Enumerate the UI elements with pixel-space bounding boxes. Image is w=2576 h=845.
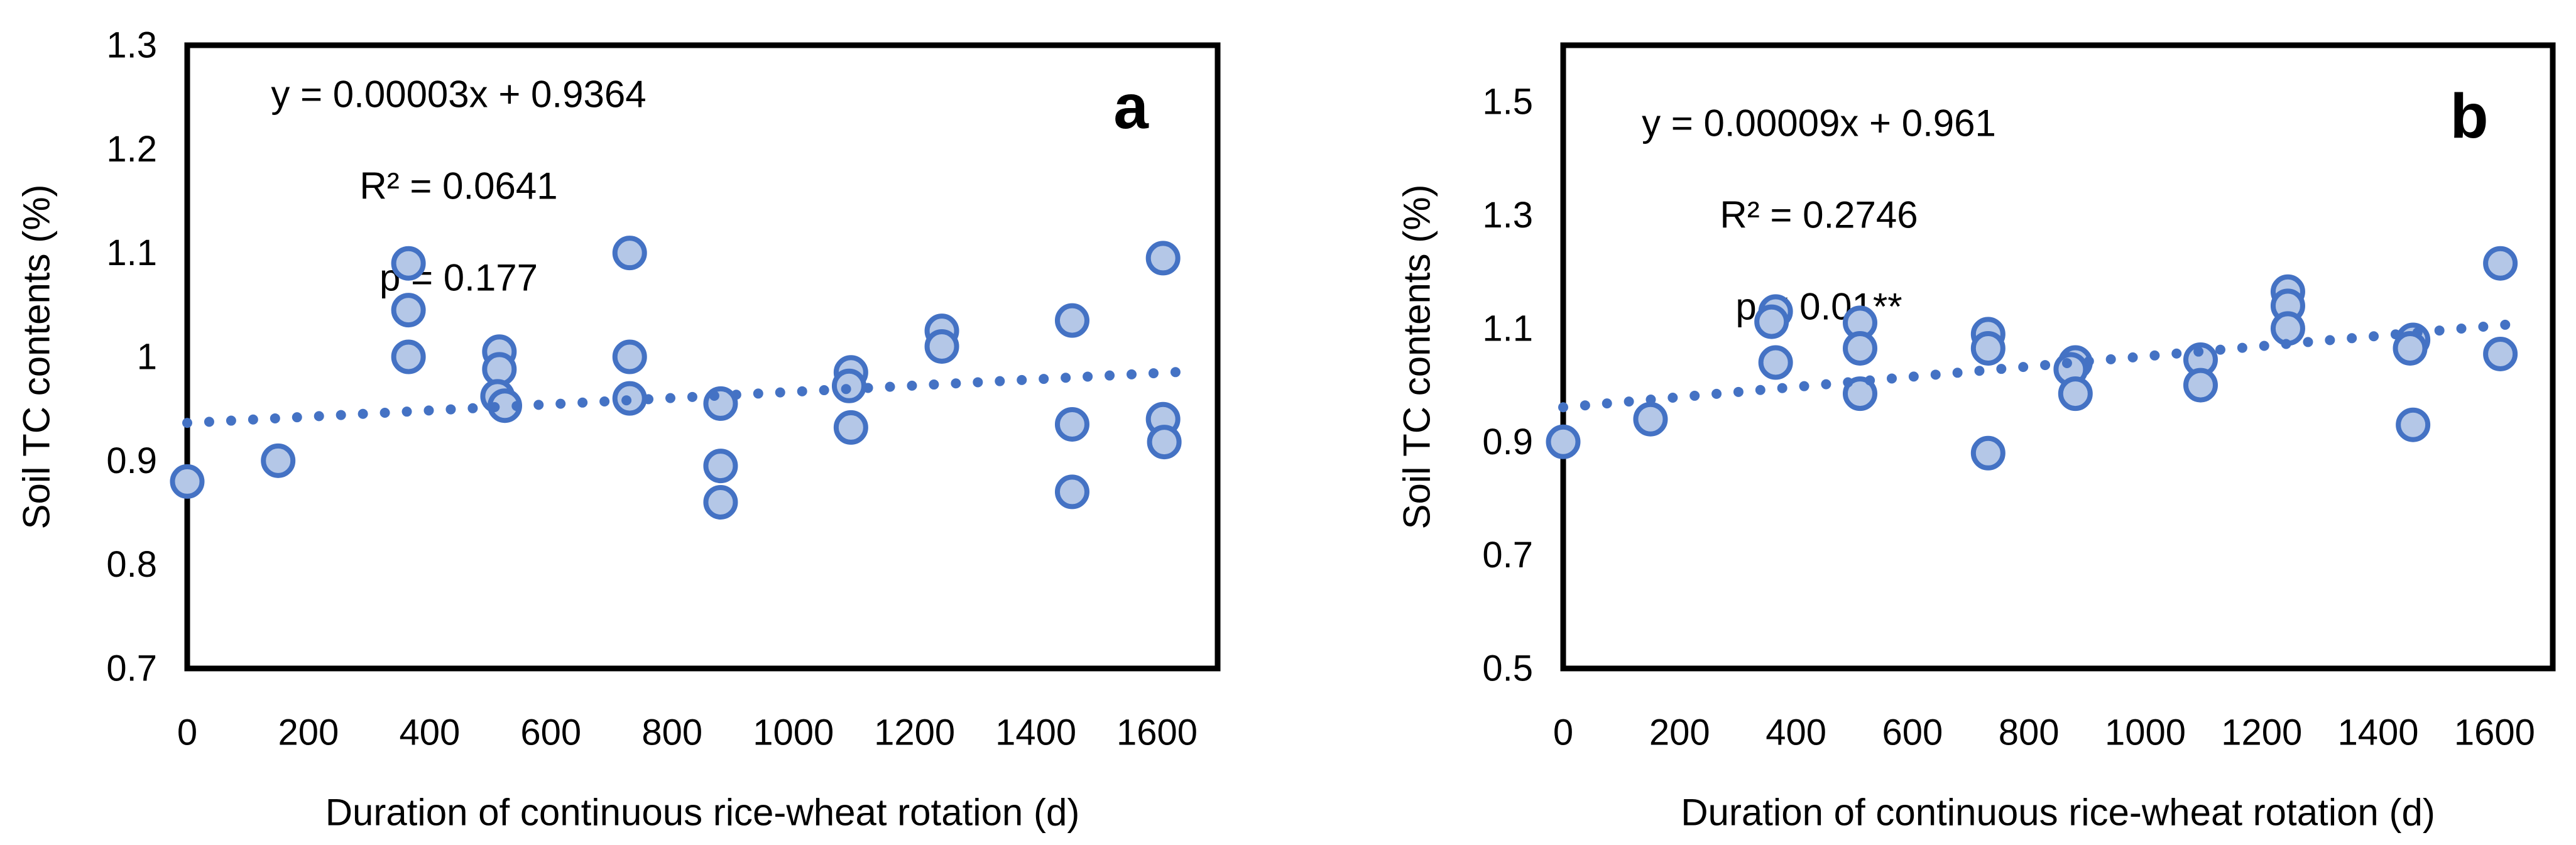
- data-point: [2483, 246, 2518, 281]
- data-point: [703, 449, 738, 484]
- x-tick-label: 1400: [995, 712, 1076, 753]
- x-tick-label: 800: [1999, 712, 2060, 753]
- regression-equation: y = 0.00003x + 0.9364: [271, 74, 646, 116]
- x-tick-label: 1600: [2454, 712, 2535, 753]
- y-axis-title: Soil TC contents (%): [1396, 184, 1438, 529]
- r-squared-value: R² = 0.2746: [1720, 194, 1918, 236]
- data-point: [1758, 345, 1793, 380]
- y-tick-label: 1.5: [1482, 82, 1533, 123]
- r-squared-value: R² = 0.0641: [359, 165, 557, 207]
- data-point: [2270, 311, 2305, 346]
- y-tick-label: 1.3: [1482, 195, 1533, 236]
- data-point: [2058, 376, 2093, 412]
- y-tick-label: 0.9: [1482, 422, 1533, 462]
- data-point: [612, 339, 647, 374]
- y-tick-label: 1.3: [106, 25, 157, 66]
- data-point: [1145, 241, 1181, 276]
- data-point: [2483, 336, 2518, 371]
- x-axis-title: Duration of continuous rice-wheat rotati…: [1681, 792, 2435, 834]
- data-point: [391, 339, 426, 374]
- x-tick-label: 600: [1882, 712, 1943, 753]
- x-tick-label: 0: [177, 712, 197, 753]
- data-point: [2396, 407, 2431, 442]
- scatter-chart-panel-b: 1.5 1.3 1.1 0.9 0.7 0.5 0 200 400 600 800 1000 1200 1…: [1396, 42, 2556, 834]
- data-point: [1546, 424, 1581, 459]
- plot-border: [1560, 42, 2556, 672]
- y-tick-label: 0.7: [106, 648, 157, 689]
- x-tick-label: 1200: [2221, 712, 2302, 753]
- data-point: [1843, 330, 1877, 366]
- data-point: [1054, 406, 1089, 442]
- x-axis-title: Duration of continuous rice-wheat rotati…: [325, 792, 1080, 834]
- data-point: [2183, 368, 2218, 403]
- plot-border: [184, 42, 1221, 672]
- data-point: [833, 410, 868, 445]
- panel-letter: b: [2450, 81, 2488, 151]
- x-tick-label: 200: [278, 712, 339, 753]
- data-point: [2393, 330, 2428, 366]
- data-point: [1054, 474, 1089, 510]
- data-point: [703, 484, 738, 520]
- data-point: [612, 236, 647, 271]
- data-point: [391, 293, 426, 328]
- x-tick-label: 1000: [2105, 712, 2186, 753]
- data-point: [1754, 304, 1789, 339]
- x-tick-label: 600: [520, 712, 581, 753]
- panel-letter: a: [1113, 72, 1149, 142]
- data-point: [391, 246, 426, 281]
- y-axis-title: Soil TC contents (%): [16, 184, 58, 529]
- data-point: [1970, 435, 2006, 471]
- y-tick-label: 1.2: [106, 129, 157, 170]
- trend-line: [1558, 317, 2532, 413]
- x-tick-label: 400: [1766, 712, 1826, 753]
- y-tick-label: 1: [137, 337, 157, 378]
- y-tick-label: 0.5: [1482, 648, 1533, 689]
- data-point: [170, 464, 205, 499]
- data-point: [924, 329, 959, 364]
- data-point: [1843, 376, 1877, 412]
- x-tick-label: 1200: [874, 712, 955, 753]
- x-tick-label: 1600: [1116, 712, 1198, 753]
- x-tick-label: 200: [1649, 712, 1710, 753]
- data-point: [1970, 330, 2006, 366]
- x-tick-label: 0: [1553, 712, 1573, 753]
- x-tick-label: 400: [399, 712, 460, 753]
- y-tick-label: 0.8: [106, 544, 157, 585]
- y-tick-label: 1.1: [106, 232, 157, 273]
- y-tick-label: 0.7: [1482, 535, 1533, 575]
- trend-line: [182, 366, 1187, 428]
- data-point: [261, 443, 296, 478]
- data-point: [1633, 401, 1668, 437]
- x-tick-label: 800: [641, 712, 702, 753]
- data-point: [1054, 303, 1089, 338]
- regression-equation: y = 0.00009x + 0.961: [1642, 102, 1996, 144]
- scatter-chart-panel-a: 1.3 1.2 1.1 1 0.9 0.8 0.7 0 200 400 600 800 1000 1200…: [16, 25, 1221, 834]
- x-tick-label: 1400: [2338, 712, 2419, 753]
- y-tick-label: 0.9: [106, 440, 157, 481]
- data-point: [1147, 425, 1182, 460]
- x-tick-label: 1000: [753, 712, 834, 753]
- y-tick-label: 1.1: [1482, 308, 1533, 349]
